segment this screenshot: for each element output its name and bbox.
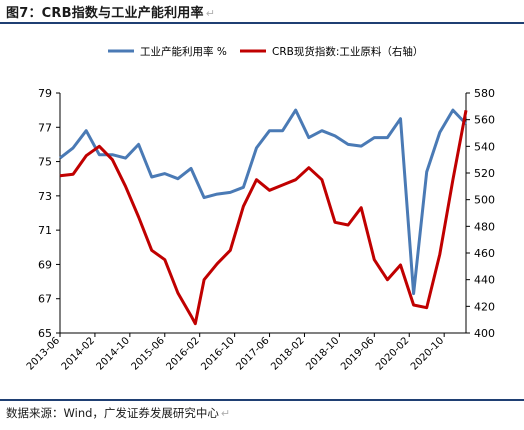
x-tick-label: 2017-06 xyxy=(234,335,271,372)
footer-rule xyxy=(0,399,524,401)
y-right-tick-label: 540 xyxy=(474,140,495,153)
y-left-tick-label: 75 xyxy=(38,156,52,169)
series-line-crb-index xyxy=(59,110,468,326)
x-tick-label: 2020-02 xyxy=(374,335,411,372)
y-left-tick-label: 67 xyxy=(38,293,52,306)
x-tick-label: 2015-06 xyxy=(130,335,167,372)
legend-item-capacity-utilization-label: 工业产能利用率 % xyxy=(140,45,227,58)
axes: 65 67 69 71 73 75 77 79 400 420 440 460 480 500 520 540… xyxy=(25,87,495,373)
x-tick-label: 2019-06 xyxy=(339,335,376,372)
y-right-tick-label: 420 xyxy=(474,300,495,313)
legend-item-crb-index-label: CRB现货指数:工业原料（右轴） xyxy=(272,45,423,58)
y-right-tick-label: 560 xyxy=(474,114,495,127)
x-tick-label: 2016-10 xyxy=(199,335,236,372)
y-right-tick-label: 440 xyxy=(474,274,495,287)
x-tick-label: 2014-10 xyxy=(95,335,132,372)
x-tick-label: 2013-06 xyxy=(25,335,62,372)
y-left-tick-label: 79 xyxy=(38,87,52,100)
source-text: 数据来源：Wind，广发证券发展研究中心 xyxy=(6,406,219,420)
x-tick-label: 2020-10 xyxy=(409,335,446,372)
y-left-tick-label: 73 xyxy=(38,190,52,203)
y-right-tick-label: 460 xyxy=(474,247,495,260)
y-left-tick-label: 71 xyxy=(38,224,52,237)
y-right-tick-label: 500 xyxy=(474,194,495,207)
y-right-tick-label: 520 xyxy=(474,167,495,180)
y-left-tick-label: 69 xyxy=(38,258,52,271)
legend: 工业产能利用率 % CRB现货指数:工业原料（右轴） xyxy=(108,45,423,58)
y-left-tick-label: 77 xyxy=(38,121,52,134)
y-right-tick-label: 480 xyxy=(474,220,495,233)
y-right-tick-label: 400 xyxy=(474,327,495,340)
chart-title: 图7：CRB指数与工业产能利用率 ↵ xyxy=(6,2,215,21)
y-left-tick-label: 65 xyxy=(38,327,52,340)
chart-title-text: 图7：CRB指数与工业产能利用率 xyxy=(6,6,204,21)
series-line-capacity-utilization xyxy=(59,108,468,296)
source-note: 数据来源：Wind，广发证券发展研究中心 ↵ xyxy=(6,405,230,421)
x-tick-label: 2018-10 xyxy=(304,335,341,372)
x-tick-label: 2018-02 xyxy=(269,335,306,372)
return-mark: ↵ xyxy=(205,7,216,20)
x-tick-label: 2016-02 xyxy=(164,335,201,372)
chart: 工业产能利用率 % CRB现货指数:工业原料（右轴） 65 67 69 71 73 75 77… xyxy=(25,45,495,373)
series-lines xyxy=(59,108,468,326)
y-right-tick-label: 580 xyxy=(474,87,495,100)
x-tick-label: 2014-02 xyxy=(60,335,97,372)
title-rule xyxy=(0,22,524,24)
return-mark: ↵ xyxy=(220,407,231,420)
